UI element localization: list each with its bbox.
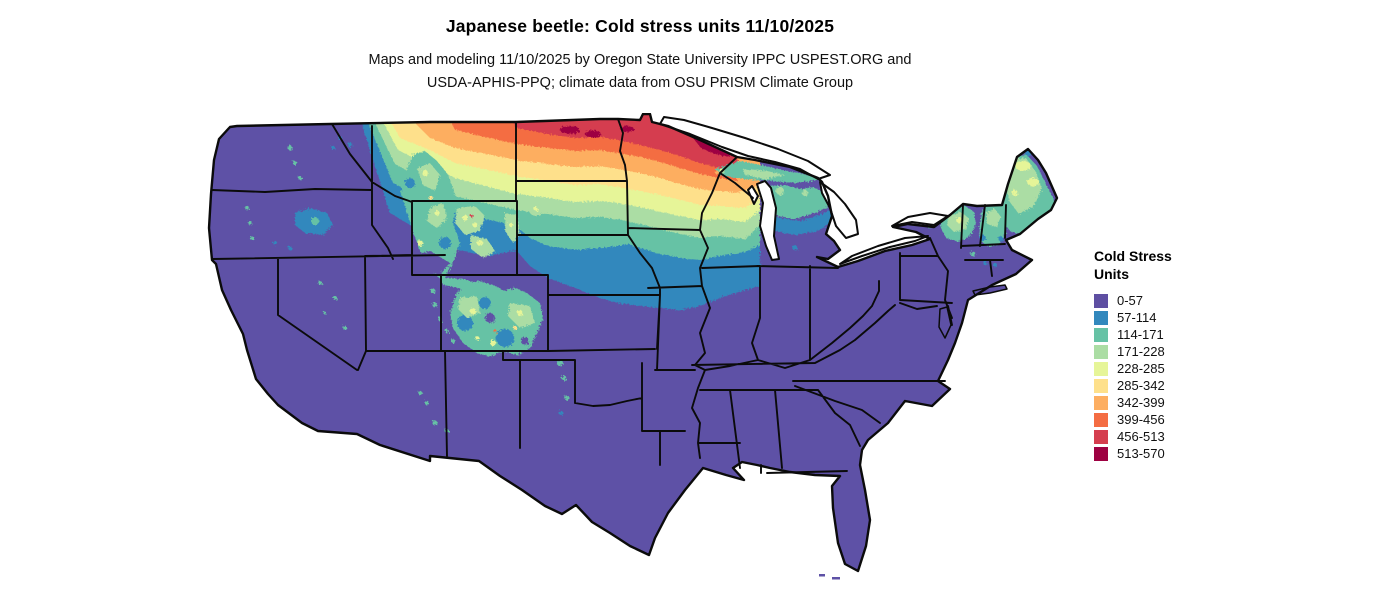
legend-item: 114-171 [1094,326,1214,343]
legend-item: 57-114 [1094,309,1214,326]
legend-swatch [1094,327,1108,342]
coastal-fragments [819,284,1008,580]
legend-label: 342-399 [1117,395,1165,410]
legend-label: 0-57 [1117,293,1144,308]
legend-item: 0-57 [1094,292,1214,309]
legend-title-line-2: Units [1094,266,1129,282]
legend-swatch [1094,293,1108,308]
legend-label: 399-456 [1117,412,1165,427]
legend-title: Cold Stress Units [1094,247,1214,283]
legend-swatch [1094,378,1108,393]
choropleth-fill [209,114,1057,571]
lake-michigan [756,180,780,261]
lake-superior [659,116,831,180]
lake-huron [819,181,859,239]
florida-keys [832,577,840,580]
green-bay [747,185,759,205]
subtitle-line-1: Maps and modeling 11/10/2025 by Oregon S… [368,52,912,68]
legend-label: 57-114 [1117,310,1157,325]
legend-swatch [1094,429,1108,444]
title-block: Japanese beetle: Cold stress units 11/10… [0,16,1280,95]
us-map [207,112,1059,580]
legend-item: 342-399 [1094,394,1214,411]
legend-swatch [1094,412,1108,427]
legend-item: 513-570 [1094,445,1214,462]
legend-swatch [1094,446,1108,461]
legend-title-line-1: Cold Stress [1094,248,1172,264]
legend-item: 171-228 [1094,343,1214,360]
map-legend: Cold Stress Units 0-57 57-114 114-171 171-2… [1094,247,1214,462]
legend-item: 399-456 [1094,411,1214,428]
map-container [195,112,1075,594]
legend-items: 0-57 57-114 114-171 171-228 228-285 285-342 34… [1094,292,1214,462]
subtitle-line-2: USDA-APHIS-PPQ; climate data from OSU PR… [426,75,854,91]
legend-label: 228-285 [1117,361,1165,376]
page-title: Japanese beetle: Cold stress units 11/10… [445,16,835,36]
us-outline [207,112,1059,573]
lake-erie [839,235,929,265]
legend-item: 228-285 [1094,360,1214,377]
legend-item: 285-342 [1094,377,1214,394]
legend-swatch [1094,395,1108,410]
legend-label: 114-171 [1117,327,1164,342]
legend-label: 171-228 [1117,344,1165,359]
page-subtitle: Maps and modeling 11/10/2025 by Oregon S… [0,49,1280,95]
legend-label: 456-513 [1117,429,1165,444]
legend-label: 513-570 [1117,446,1165,461]
legend-swatch [1094,310,1108,325]
legend-swatch [1094,344,1108,359]
florida-keys [819,574,825,577]
state-borders [211,118,1007,474]
legend-swatch [1094,361,1108,376]
legend-label: 285-342 [1117,378,1165,393]
great-lakes [659,116,949,265]
legend-item: 456-513 [1094,428,1214,445]
delmarva [938,306,952,339]
